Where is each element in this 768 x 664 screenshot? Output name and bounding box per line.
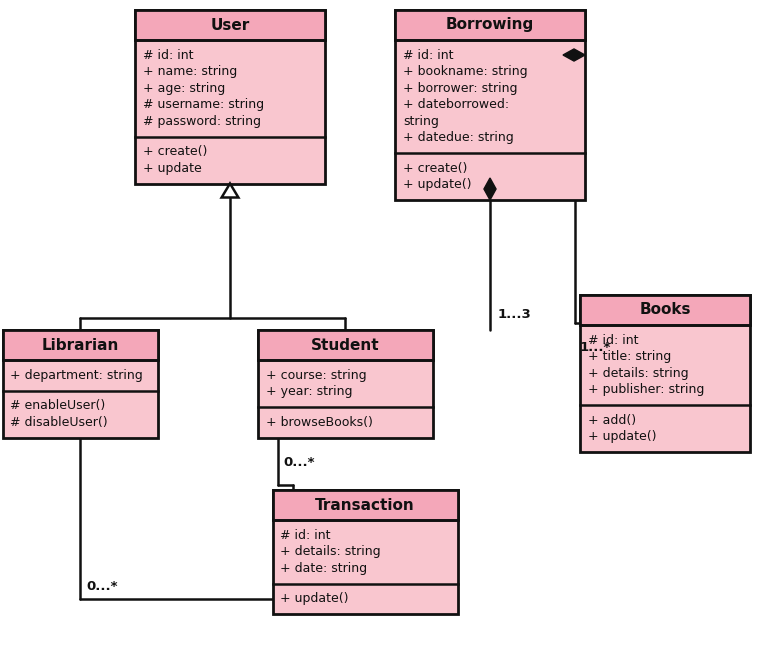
Text: + name: string: + name: string <box>143 65 237 78</box>
Text: # disableUser(): # disableUser() <box>11 416 108 429</box>
Text: + update: + update <box>143 162 202 175</box>
Text: Librarian: Librarian <box>41 337 119 353</box>
Text: + update(): + update() <box>403 178 472 191</box>
Bar <box>257 330 432 438</box>
Text: + title: string: + title: string <box>588 350 671 363</box>
Polygon shape <box>563 49 585 61</box>
Bar <box>395 10 585 40</box>
Text: + datedue: string: + datedue: string <box>403 131 514 144</box>
Bar <box>580 295 750 325</box>
Bar <box>395 10 585 200</box>
Text: + date: string: + date: string <box>280 562 368 575</box>
Text: + update(): + update() <box>280 592 349 606</box>
Text: # password: string: # password: string <box>143 115 261 127</box>
Text: 0...*: 0...* <box>283 456 315 469</box>
Text: Borrowing: Borrowing <box>446 17 534 33</box>
Text: string: string <box>403 115 439 127</box>
Text: Books: Books <box>639 303 690 317</box>
Bar <box>257 330 432 360</box>
Bar <box>580 295 750 452</box>
Text: + update(): + update() <box>588 430 657 444</box>
Text: # id: int: # id: int <box>403 48 453 62</box>
Text: # id: int: # id: int <box>280 529 331 542</box>
Bar <box>135 10 325 183</box>
Polygon shape <box>484 178 496 200</box>
Text: + create(): + create() <box>403 162 468 175</box>
Bar <box>2 330 157 360</box>
Text: # username: string: # username: string <box>143 98 264 112</box>
Text: + age: string: + age: string <box>143 82 225 95</box>
Text: + bookname: string: + bookname: string <box>403 65 528 78</box>
Text: # id: int: # id: int <box>143 48 194 62</box>
Polygon shape <box>222 183 238 197</box>
Text: + details: string: + details: string <box>280 545 381 558</box>
Text: + borrower: string: + borrower: string <box>403 82 518 95</box>
Text: # id: int: # id: int <box>588 334 638 347</box>
Text: # enableUser(): # enableUser() <box>11 399 106 412</box>
Text: + course: string: + course: string <box>266 369 366 382</box>
Text: 1...3: 1...3 <box>498 307 531 321</box>
Text: 1...*: 1...* <box>580 341 611 355</box>
Text: + add(): + add() <box>588 414 636 427</box>
Bar <box>273 490 458 614</box>
Text: + department: string: + department: string <box>11 369 144 382</box>
Text: + browseBooks(): + browseBooks() <box>266 416 372 429</box>
Text: + details: string: + details: string <box>588 367 689 380</box>
Bar <box>2 330 157 438</box>
Text: 0...*: 0...* <box>86 580 118 593</box>
Bar <box>273 490 458 520</box>
Text: + dateborrowed:: + dateborrowed: <box>403 98 509 112</box>
Text: + year: string: + year: string <box>266 385 352 398</box>
Text: User: User <box>210 17 250 33</box>
Bar <box>135 10 325 40</box>
Text: + create(): + create() <box>143 145 207 158</box>
Text: Transaction: Transaction <box>315 497 415 513</box>
Text: + publisher: string: + publisher: string <box>588 383 704 396</box>
Text: Student: Student <box>311 337 379 353</box>
